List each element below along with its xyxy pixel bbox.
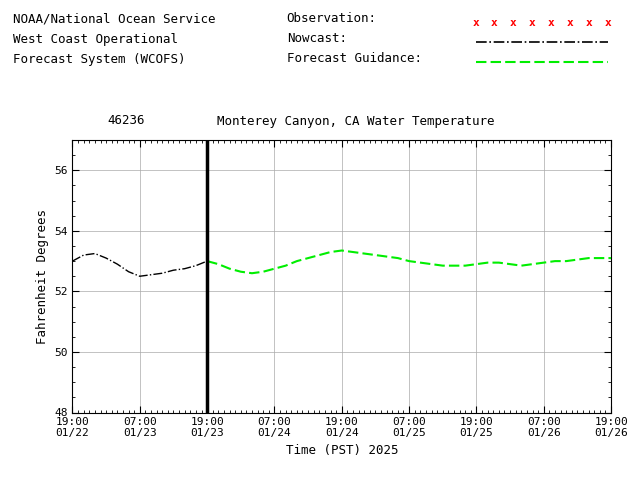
Text: x: x xyxy=(491,18,498,28)
Text: x: x xyxy=(510,18,517,28)
Text: 46236: 46236 xyxy=(107,114,145,128)
Text: Forecast Guidance:: Forecast Guidance: xyxy=(287,52,421,66)
Text: x: x xyxy=(529,18,535,28)
Text: x: x xyxy=(605,18,611,28)
Text: Forecast System (WCOFS): Forecast System (WCOFS) xyxy=(13,52,185,66)
Text: West Coast Operational: West Coast Operational xyxy=(13,32,178,46)
Text: Observation:: Observation: xyxy=(287,12,377,26)
X-axis label: Time (PST) 2025: Time (PST) 2025 xyxy=(285,444,398,456)
Text: x: x xyxy=(567,18,573,28)
Text: x: x xyxy=(586,18,592,28)
Y-axis label: Fahrenheit Degrees: Fahrenheit Degrees xyxy=(35,209,49,344)
Text: x: x xyxy=(548,18,554,28)
Text: Nowcast:: Nowcast: xyxy=(287,32,347,46)
Text: NOAA/National Ocean Service: NOAA/National Ocean Service xyxy=(13,12,215,26)
Text: Monterey Canyon, CA Water Temperature: Monterey Canyon, CA Water Temperature xyxy=(217,114,495,128)
Text: x: x xyxy=(472,18,479,28)
